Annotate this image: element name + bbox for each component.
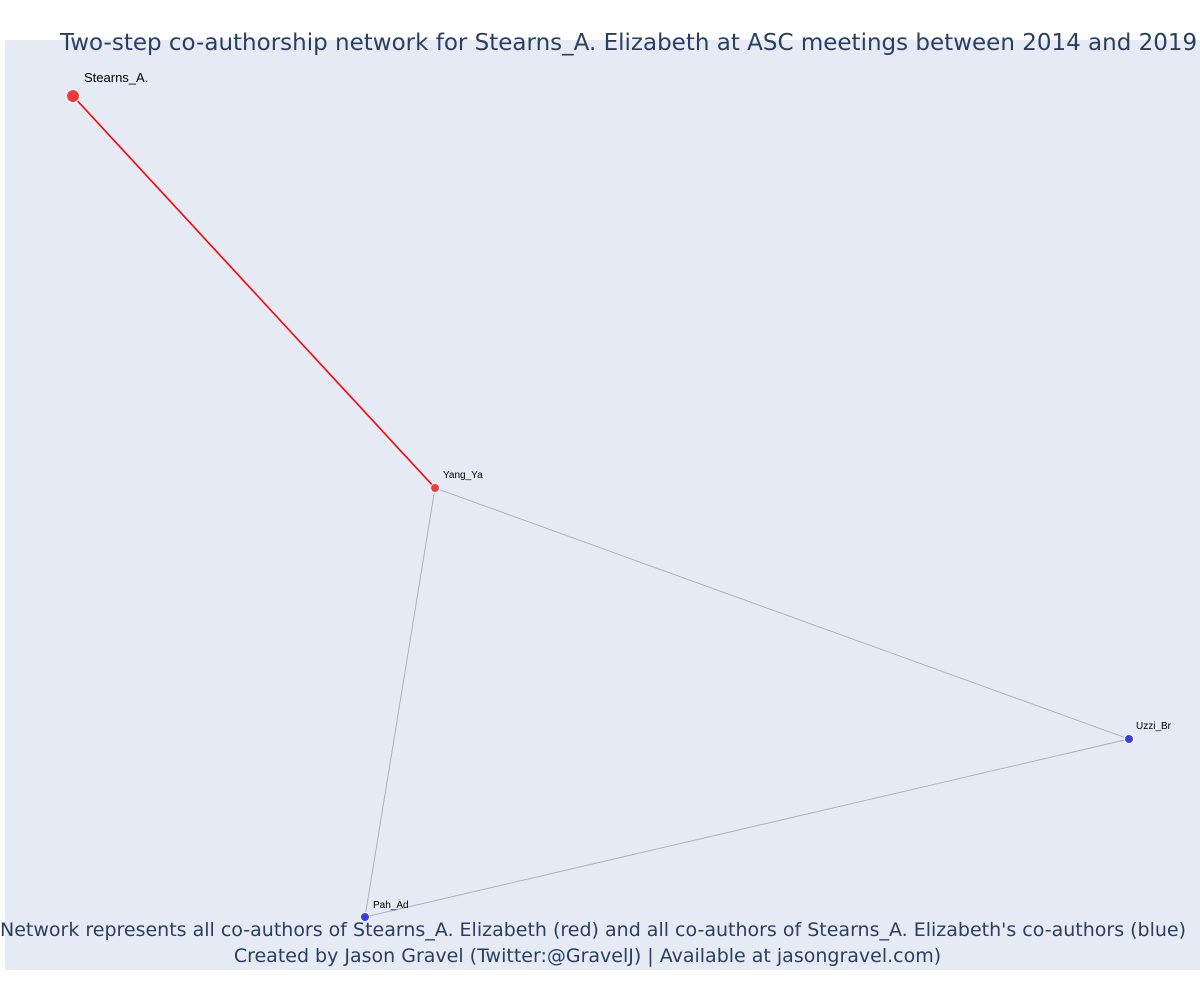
- chart-title: Two-step co-authorship network for Stear…: [60, 30, 1198, 56]
- node-uzzi[interactable]: [1124, 734, 1134, 744]
- node-label-uzzi: Uzzi_Br: [1136, 721, 1172, 732]
- edge-yang-uzzi: [434, 487, 1130, 740]
- plot-area: [5, 40, 1200, 970]
- node-label-yang: Yang_Ya: [443, 470, 483, 481]
- node-stearns[interactable]: [66, 89, 80, 103]
- nodes-layer: [66, 89, 1134, 922]
- node-yang[interactable]: [430, 483, 440, 493]
- edge-uzzi-pah: [364, 738, 1130, 918]
- caption-line-1: Network represents all co-authors of Ste…: [0, 919, 1187, 941]
- caption-line-2: Created by Jason Gravel (Twitter:@Gravel…: [233, 945, 942, 967]
- node-label-pah: Pah_Ad: [373, 900, 409, 911]
- edges-layer: [72, 95, 1130, 918]
- edge-yang-pah: [364, 487, 436, 918]
- edge-stearns-yang: [72, 95, 436, 489]
- node-pah[interactable]: [360, 912, 370, 922]
- node-label-stearns: Stearns_A.: [84, 70, 148, 85]
- labels-layer: Stearns_A. Yang_Ya Uzzi_Br Pah_Ad: [84, 70, 1172, 911]
